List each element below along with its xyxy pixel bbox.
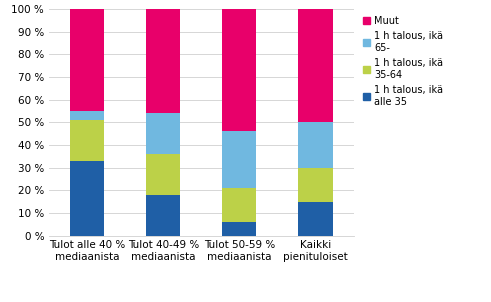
Bar: [70, 120, 104, 161]
Bar: [299, 202, 332, 236]
Bar: [222, 9, 256, 131]
Legend: Muut, 1 h talous, ikä
65-, 1 h talous, ikä
35-64, 1 h talous, ikä
alle 35: Muut, 1 h talous, ikä 65-, 1 h talous, i…: [361, 14, 445, 109]
Bar: [70, 161, 104, 236]
Bar: [222, 188, 256, 222]
Bar: [222, 222, 256, 236]
Bar: [299, 9, 332, 122]
Bar: [299, 168, 332, 202]
Bar: [146, 113, 180, 154]
Bar: [146, 9, 180, 113]
Bar: [299, 122, 332, 168]
Bar: [70, 9, 104, 111]
Bar: [222, 131, 256, 188]
Bar: [70, 111, 104, 120]
Bar: [146, 154, 180, 195]
Bar: [146, 195, 180, 236]
